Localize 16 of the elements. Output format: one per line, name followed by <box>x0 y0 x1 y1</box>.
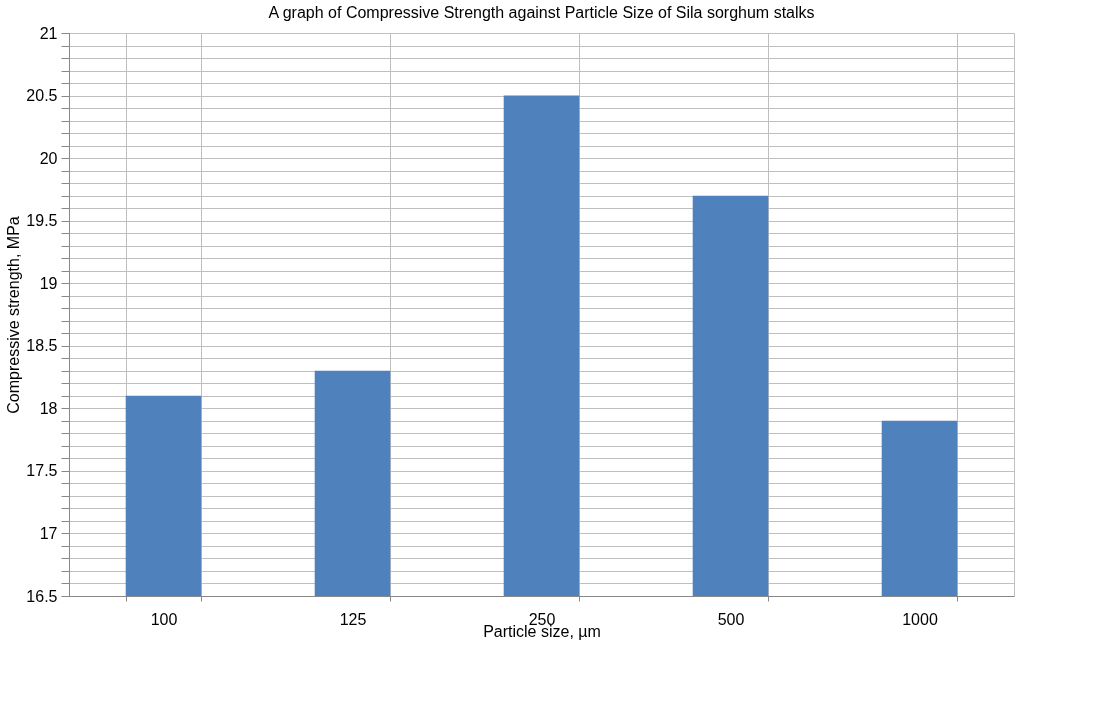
y-tick-label: 17.5 <box>26 462 58 480</box>
x-tick-label: 125 <box>339 610 367 628</box>
y-tick-label: 20.5 <box>26 87 58 105</box>
y-tick-label: 19 <box>39 274 58 292</box>
y-tick-label: 19.5 <box>26 212 58 230</box>
x-tick-label: 100 <box>150 610 178 628</box>
y-axis-title: Compressive strength, MPa <box>5 216 23 414</box>
y-tick-label: 17 <box>39 524 58 542</box>
y-tick-label: 21 <box>39 24 58 42</box>
y-tick-label: 18 <box>39 399 58 417</box>
y-tick-label: 20 <box>39 149 58 167</box>
x-tick-label: 1000 <box>902 610 938 628</box>
x-tick-label: 500 <box>717 610 745 628</box>
y-tick-label: 16.5 <box>26 587 58 605</box>
chart-title: A graph of Compressive Strength against Particle Size of Sila sorghum stalks <box>268 4 815 21</box>
y-tick-label: 18.5 <box>26 337 58 355</box>
